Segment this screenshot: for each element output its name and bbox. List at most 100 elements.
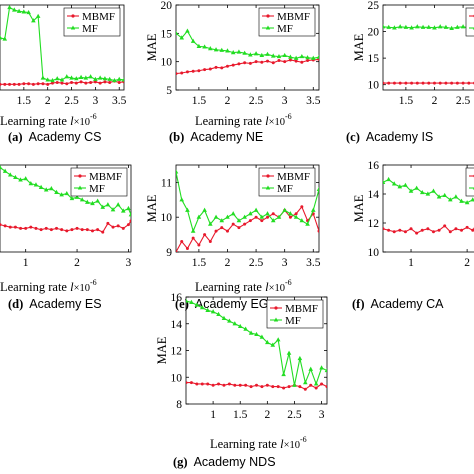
y-tick-label: 10 — [161, 212, 173, 224]
legend: MM — [465, 167, 474, 197]
data-point — [190, 228, 196, 233]
data-point — [387, 81, 391, 85]
data-point — [259, 52, 265, 58]
data-point — [103, 80, 107, 84]
data-point — [213, 47, 219, 52]
x-tick-label: 3.5 — [306, 257, 321, 269]
y-tick-label: 10 — [161, 57, 173, 69]
x-tick-label: 2 — [225, 95, 231, 107]
y-axis-label: MAE — [145, 33, 159, 61]
legend-label: MBMF — [277, 171, 310, 183]
x-axis-label: Learning rate l×10-6 — [210, 435, 307, 451]
data-point — [391, 181, 397, 186]
data-point — [219, 47, 225, 52]
data-point — [121, 226, 125, 230]
legend-label: MBMF — [82, 11, 115, 23]
data-point — [306, 59, 310, 63]
data-point — [460, 228, 464, 232]
data-point — [38, 184, 44, 189]
data-point — [90, 229, 94, 233]
data-point — [276, 53, 282, 59]
panel-b: 1.5 2 2.5 3 3.5 5 10 15 20 MAE Learning rate l×10-… — [145, 0, 321, 144]
data-point — [208, 240, 212, 244]
data-point — [100, 204, 106, 209]
panel-caption: (d) Academy ES — [8, 297, 102, 311]
y-tick-label: 15 — [368, 53, 380, 65]
data-point — [93, 76, 98, 81]
data-point — [74, 76, 79, 81]
legend-box — [258, 167, 316, 197]
x-axis-label-text: Learning rate — [195, 280, 265, 294]
data-point — [0, 82, 2, 86]
data-point — [79, 197, 85, 202]
data-point — [310, 207, 316, 212]
data-point — [106, 221, 110, 225]
data-point — [214, 65, 218, 69]
x-axis-label: Learning rate l×10-6 — [195, 278, 292, 294]
data-point — [244, 383, 248, 387]
series-mbmf — [0, 219, 131, 234]
data-point — [117, 80, 121, 84]
x-axis-unit-var: l — [265, 114, 269, 128]
data-point — [45, 77, 50, 82]
legend: MBM — [465, 7, 474, 37]
data-point — [233, 383, 237, 387]
data-point — [31, 18, 36, 23]
data-point — [203, 68, 207, 72]
data-point — [299, 218, 305, 223]
x-tick-label: 1.5 — [399, 95, 414, 107]
data-point — [415, 81, 419, 85]
data-point — [449, 25, 454, 30]
data-point — [404, 81, 408, 85]
data-point — [88, 74, 93, 79]
data-point — [248, 61, 252, 65]
data-point — [105, 202, 111, 207]
data-point — [305, 221, 310, 226]
data-point — [126, 205, 131, 211]
y-tick-label: 14 — [171, 319, 183, 331]
data-point — [107, 76, 112, 81]
data-point — [270, 342, 276, 347]
y-tick-label: 10 — [171, 372, 183, 384]
data-point — [93, 80, 97, 84]
plot-frame — [0, 164, 132, 253]
data-point — [316, 54, 319, 59]
data-point — [314, 386, 318, 390]
data-point — [283, 60, 287, 64]
y-tick-label: 8 — [176, 399, 182, 411]
data-point — [202, 207, 207, 212]
data-point — [310, 55, 316, 60]
x-axis-unit-var: l — [280, 437, 284, 451]
data-point — [275, 337, 281, 342]
data-point — [214, 229, 218, 233]
x-tick-label: 2.5 — [249, 95, 264, 107]
data-point — [266, 215, 270, 219]
data-point — [471, 228, 474, 232]
data-point — [426, 24, 432, 29]
y-axis-label: MAE — [145, 194, 159, 222]
data-point — [89, 80, 93, 84]
y-tick-label: 10 — [368, 247, 380, 259]
data-point — [253, 207, 259, 212]
x-axis-unit-var: l — [265, 280, 269, 294]
panel-caption: (a) Academy CS — [8, 130, 102, 144]
data-point — [271, 212, 275, 216]
data-point — [276, 385, 280, 389]
data-point — [208, 221, 213, 226]
data-point — [271, 385, 275, 389]
data-point — [305, 55, 310, 60]
caption-text: Academy ES — [29, 297, 101, 311]
x-axis-unit-var: l — [70, 114, 74, 128]
x-tick-label: 1.5 — [233, 409, 248, 421]
data-point — [260, 219, 264, 223]
data-point — [308, 366, 314, 371]
data-point — [282, 386, 286, 390]
data-point — [23, 176, 28, 181]
x-axis-label-text: Learning rate — [0, 114, 70, 128]
data-point — [450, 81, 454, 85]
data-point — [293, 214, 299, 219]
series-mbmf — [0, 79, 124, 86]
